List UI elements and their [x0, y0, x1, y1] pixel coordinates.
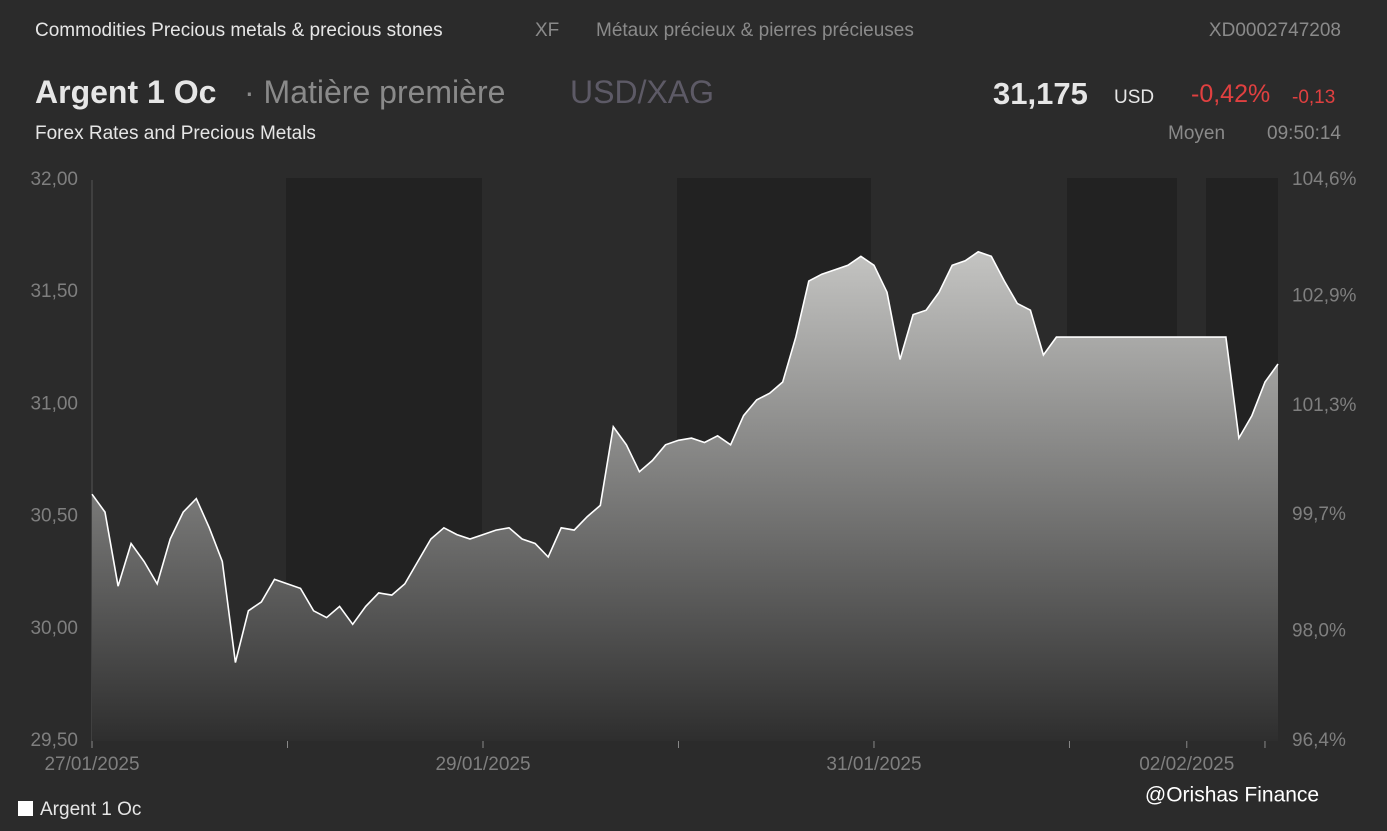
- legend-swatch: [18, 801, 33, 816]
- instrument-kind: · Matière première: [244, 74, 506, 110]
- y-tick-label: 30,00: [30, 618, 78, 639]
- price-type: Moyen: [1168, 123, 1226, 144]
- y-tick-label: 31,50: [30, 281, 78, 302]
- sector: Commodities Precious metals & precious s…: [35, 20, 443, 41]
- x-tick-label: 29/01/2025: [435, 754, 530, 775]
- y-tick-label: 29,50: [30, 730, 78, 751]
- exchange: XF: [535, 20, 560, 41]
- x-tick-label: 27/01/2025: [44, 754, 139, 775]
- time: 09:50:14: [1267, 123, 1341, 144]
- y-tick-label: 30,50: [30, 506, 78, 527]
- watermark: @Orishas Finance: [1145, 784, 1319, 807]
- y-tick-label: 31,00: [30, 393, 78, 414]
- legend-label: Argent 1 Oc: [40, 799, 141, 820]
- source: Forex Rates and Precious Metals: [35, 123, 316, 144]
- pair: USD/XAG: [570, 74, 715, 110]
- line: [91, 250, 1279, 663]
- change: -0,13: [1292, 87, 1336, 108]
- y2-tick-label: 99,7%: [1292, 504, 1346, 525]
- y2-tick-label: 98,0%: [1292, 621, 1346, 642]
- y2-tick-label: 104,6%: [1292, 169, 1357, 190]
- area: [92, 251, 1278, 742]
- currency: USD: [1114, 87, 1155, 108]
- x-tick-label: 02/02/2025: [1139, 754, 1234, 775]
- y2-tick-label: 102,9%: [1292, 285, 1357, 306]
- price: 31,175: [993, 76, 1088, 111]
- change-pct: -0,42%: [1191, 80, 1271, 108]
- y2-tick-label: 101,3%: [1292, 395, 1357, 416]
- x-tick-label: 31/01/2025: [826, 754, 921, 775]
- y-tick-label: 32,00: [30, 169, 78, 190]
- y2-tick-label: 96,4%: [1292, 730, 1346, 751]
- instrument-name: Argent 1 Oc: [35, 74, 217, 110]
- isin: XD0002747208: [1208, 20, 1341, 41]
- sector-fr: Métaux précieux & pierres précieuses: [596, 20, 914, 41]
